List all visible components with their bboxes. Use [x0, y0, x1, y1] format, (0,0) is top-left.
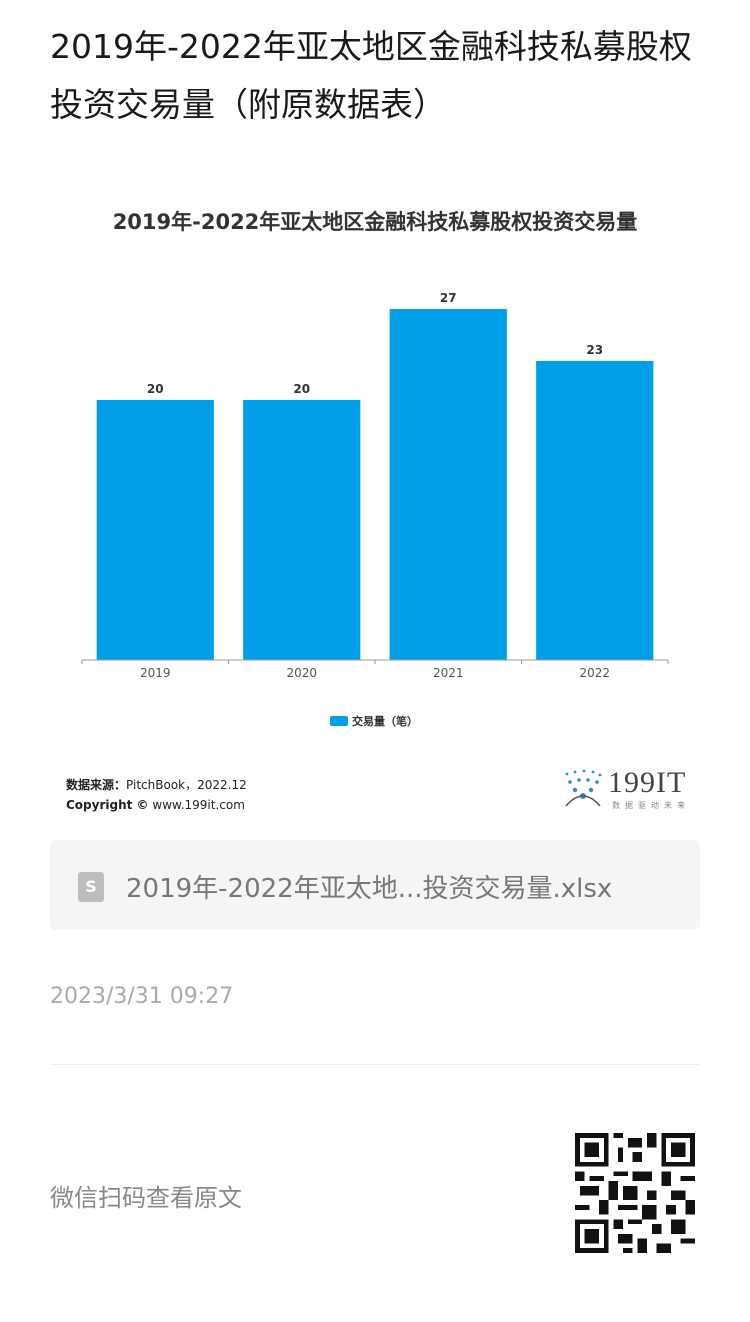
- x-tick-label-2019: 2019: [140, 666, 171, 680]
- page-title: 2019年-2022年亚太地区金融科技私募股权投资交易量（附原数据表）: [50, 27, 692, 124]
- attachment-file[interactable]: S 2019年-2022年亚太地...投资交易量.xlsx: [50, 840, 700, 930]
- bar-2022: [536, 361, 654, 660]
- source-label: 数据来源：: [66, 778, 127, 792]
- x-tick-label-2021: 2021: [433, 666, 464, 680]
- data-label-2020: 20: [293, 382, 310, 396]
- data-source: 数据来源：PitchBook，2022.12 Copyright © www.1…: [66, 775, 247, 815]
- qr-code-icon[interactable]: [575, 1133, 695, 1253]
- spreadsheet-icon: S: [78, 872, 104, 902]
- logo-mark-icon: [565, 769, 602, 807]
- bar-2019: [96, 400, 214, 660]
- data-label-2019: 20: [147, 382, 164, 396]
- brand-logo: 199IT 数据驱动未来: [560, 766, 690, 816]
- legend-swatch: [330, 716, 348, 726]
- chart-legend: 交易量（笔）: [330, 713, 418, 729]
- copyright-label: Copyright ©: [66, 798, 149, 812]
- copyright-site: www.199it.com: [152, 798, 245, 812]
- legend-label: 交易量（笔）: [352, 715, 418, 728]
- divider: [50, 1064, 700, 1065]
- timestamp: 2023/3/31 09:27: [50, 984, 234, 1009]
- qr-hint: 微信扫码查看原文: [50, 1184, 242, 1212]
- logo-tagline: 数据驱动未来: [612, 801, 690, 810]
- chart-image: 2019年-2022年亚太地区金融科技私募股权投资交易量 20 2019 20 202…: [50, 170, 700, 830]
- source-value: PitchBook，2022.12: [126, 778, 247, 792]
- bar-2021: [389, 309, 507, 660]
- x-tick-label-2022: 2022: [579, 666, 610, 680]
- logo-text: 199IT: [608, 766, 687, 799]
- bar-2020: [243, 400, 361, 660]
- data-label-2022: 23: [586, 343, 603, 357]
- chart-title: 2019年-2022年亚太地区金融科技私募股权投资交易量: [112, 210, 638, 234]
- data-label-2021: 27: [440, 291, 457, 305]
- x-tick-label-2020: 2020: [286, 666, 317, 680]
- file-name[interactable]: 2019年-2022年亚太地...投资交易量.xlsx: [126, 874, 613, 904]
